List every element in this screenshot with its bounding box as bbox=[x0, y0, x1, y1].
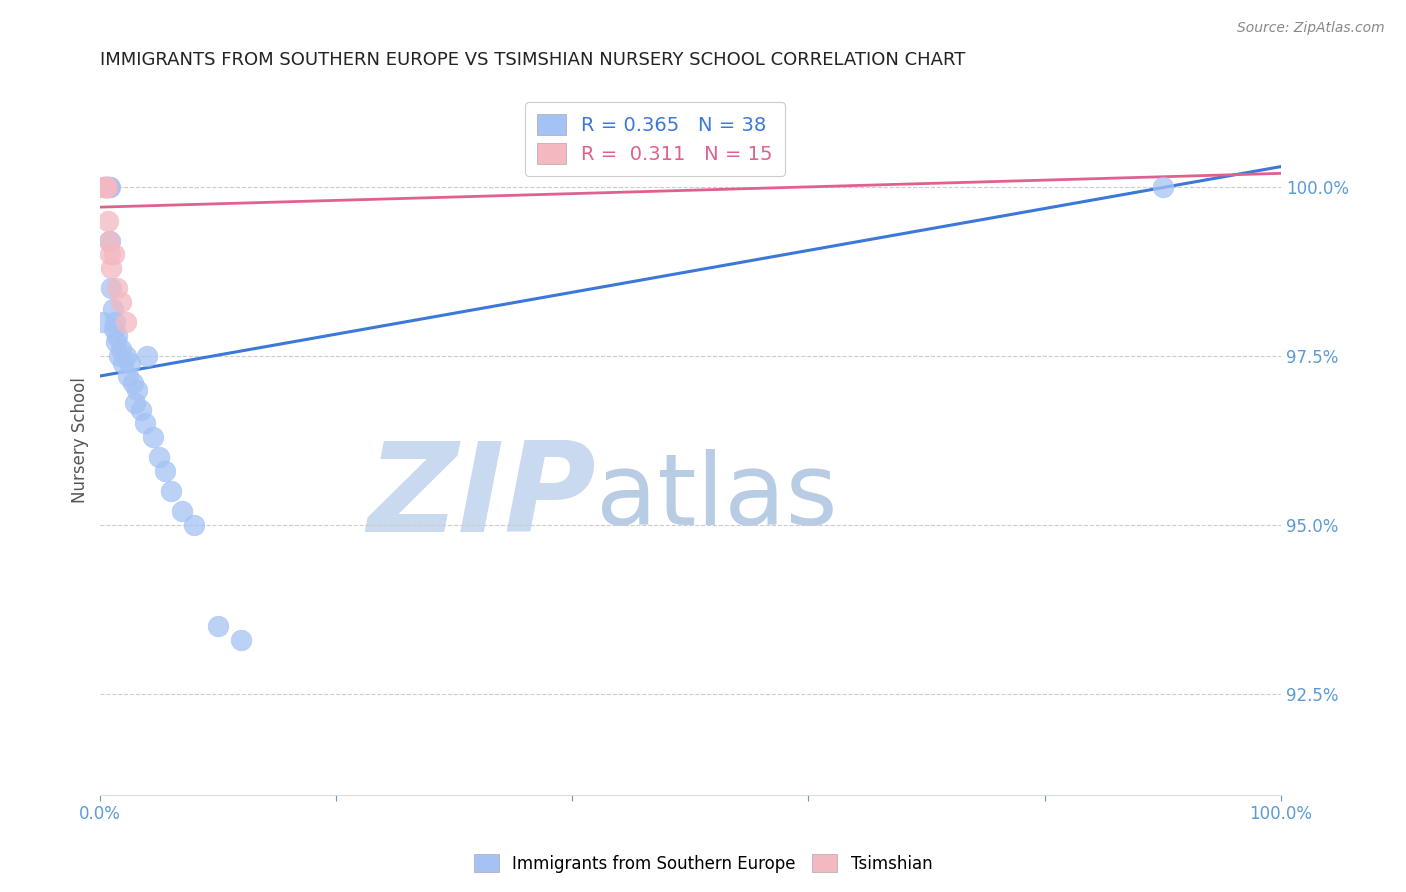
Point bbox=[104, 315, 127, 329]
Legend: R = 0.365   N = 38, R =  0.311   N = 15: R = 0.365 N = 38, R = 0.311 N = 15 bbox=[524, 103, 785, 176]
Point bbox=[98, 247, 121, 261]
Y-axis label: Nursery School: Nursery School bbox=[72, 377, 89, 503]
Point bbox=[107, 349, 129, 363]
Point bbox=[94, 180, 117, 194]
Point bbox=[112, 355, 135, 369]
Text: Source: ZipAtlas.com: Source: ZipAtlas.com bbox=[1237, 21, 1385, 35]
Point bbox=[94, 180, 117, 194]
Point bbox=[96, 180, 118, 194]
Point bbox=[172, 504, 194, 518]
Point bbox=[110, 342, 132, 356]
Point bbox=[148, 450, 170, 465]
Point bbox=[96, 180, 118, 194]
Point bbox=[103, 322, 125, 336]
Point bbox=[127, 383, 149, 397]
Point bbox=[93, 180, 115, 194]
Point bbox=[93, 180, 115, 194]
Point bbox=[100, 281, 122, 295]
Point bbox=[97, 213, 120, 227]
Point bbox=[97, 180, 120, 194]
Text: ZIP: ZIP bbox=[367, 436, 596, 558]
Point bbox=[98, 180, 121, 194]
Point bbox=[135, 349, 157, 363]
Point bbox=[121, 376, 143, 390]
Point bbox=[134, 417, 156, 431]
Point bbox=[100, 260, 122, 275]
Point bbox=[98, 234, 121, 248]
Point bbox=[129, 403, 152, 417]
Point bbox=[117, 369, 139, 384]
Point bbox=[153, 464, 176, 478]
Point bbox=[105, 335, 128, 350]
Point bbox=[1152, 180, 1174, 194]
Legend: Immigrants from Southern Europe, Tsimshian: Immigrants from Southern Europe, Tsimshi… bbox=[467, 847, 939, 880]
Point bbox=[120, 355, 142, 369]
Point bbox=[91, 180, 114, 194]
Point bbox=[96, 180, 118, 194]
Point bbox=[110, 294, 132, 309]
Text: IMMIGRANTS FROM SOUTHERN EUROPE VS TSIMSHIAN NURSERY SCHOOL CORRELATION CHART: IMMIGRANTS FROM SOUTHERN EUROPE VS TSIMS… bbox=[100, 51, 965, 69]
Text: atlas: atlas bbox=[596, 449, 838, 546]
Point bbox=[94, 180, 117, 194]
Point bbox=[231, 632, 253, 647]
Point bbox=[91, 315, 114, 329]
Point bbox=[93, 180, 115, 194]
Point bbox=[207, 619, 229, 633]
Point bbox=[105, 328, 128, 343]
Point bbox=[96, 180, 118, 194]
Point bbox=[98, 180, 121, 194]
Point bbox=[96, 180, 118, 194]
Point bbox=[114, 349, 136, 363]
Point bbox=[159, 483, 181, 498]
Point bbox=[97, 180, 120, 194]
Point bbox=[105, 281, 128, 295]
Point bbox=[183, 517, 205, 532]
Point bbox=[103, 247, 125, 261]
Point bbox=[98, 234, 121, 248]
Point bbox=[142, 430, 165, 444]
Point bbox=[101, 301, 124, 316]
Point bbox=[114, 315, 136, 329]
Point bbox=[124, 396, 146, 410]
